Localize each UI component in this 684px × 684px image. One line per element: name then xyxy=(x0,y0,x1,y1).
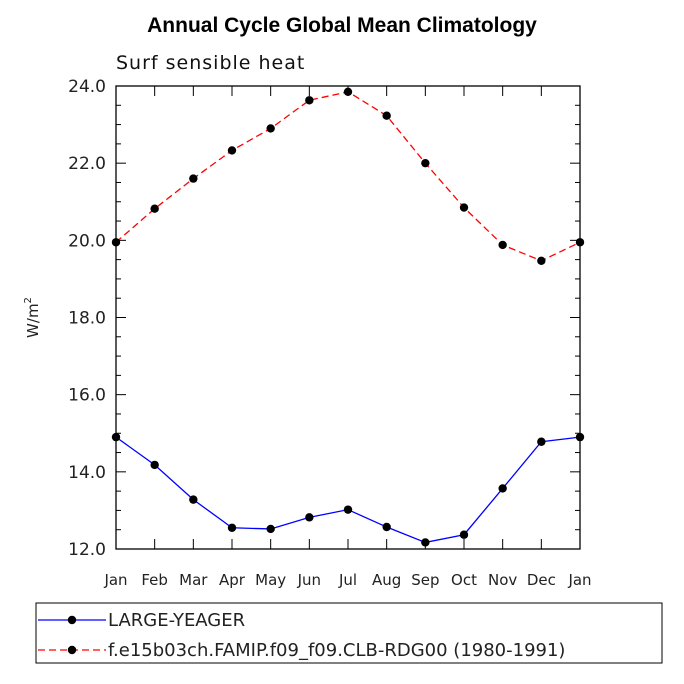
legend-marker xyxy=(67,645,77,655)
series-line-1 xyxy=(115,91,581,262)
x-tick-label: Dec xyxy=(527,571,556,589)
data-point xyxy=(382,522,391,532)
data-point xyxy=(575,432,585,442)
legend-marker xyxy=(67,615,77,625)
y-tick-label: 18.0 xyxy=(68,309,106,329)
data-point xyxy=(150,204,159,213)
x-tick-label: Nov xyxy=(488,571,517,589)
x-tick-label: Oct xyxy=(451,571,477,589)
data-point xyxy=(111,238,121,247)
chart-title: Annual Cycle Global Mean Climatology xyxy=(147,14,537,37)
x-tick-label: Mar xyxy=(179,571,208,589)
data-point xyxy=(459,203,469,212)
x-tick-label: Jul xyxy=(338,571,357,589)
y-tick-label: 22.0 xyxy=(68,154,106,174)
data-point xyxy=(421,158,430,168)
y-tick-label: 20.0 xyxy=(68,231,106,251)
y-tick-label: 24.0 xyxy=(68,77,106,97)
data-point xyxy=(498,240,507,250)
y-tick-label: 14.0 xyxy=(68,463,106,483)
y-tick-label: 12.0 xyxy=(68,540,106,560)
x-tick-label: Aug xyxy=(372,571,401,589)
data-point xyxy=(537,437,546,446)
legend-box xyxy=(35,602,663,664)
data-point xyxy=(111,432,121,442)
x-tick-label: Feb xyxy=(141,571,168,589)
data-point xyxy=(537,256,546,265)
y-tick-label: 16.0 xyxy=(68,386,106,406)
data-point xyxy=(227,523,237,532)
data-point xyxy=(189,174,198,183)
x-tick-label: Jan xyxy=(567,571,591,589)
legend-label-0: LARGE-YEAGER xyxy=(108,610,245,631)
data-point xyxy=(150,460,159,470)
data-point xyxy=(575,238,585,247)
x-tick-label: Sep xyxy=(411,571,439,589)
x-tick-label: Apr xyxy=(219,571,246,589)
data-point xyxy=(266,524,275,534)
data-point xyxy=(227,146,237,155)
data-point xyxy=(498,484,507,493)
data-point xyxy=(189,495,198,504)
data-point xyxy=(459,530,469,539)
legend-label-1: f.e15b03ch.FAMIP.f09_f09.CLB-RDG00 (1980… xyxy=(108,640,565,661)
data-point xyxy=(343,87,353,96)
series-line-0 xyxy=(115,436,581,544)
chart-subtitle: Surf sensible heat xyxy=(116,52,306,74)
y-axis-label: W/m2 xyxy=(23,297,42,338)
data-point xyxy=(343,505,353,514)
data-point xyxy=(305,96,314,105)
data-point xyxy=(382,111,391,120)
x-tick-label: Jan xyxy=(103,571,127,589)
data-point xyxy=(421,538,430,547)
x-tick-label: Jun xyxy=(297,571,321,589)
data-point xyxy=(305,513,314,522)
data-point xyxy=(266,124,275,133)
x-tick-label: May xyxy=(255,571,286,589)
